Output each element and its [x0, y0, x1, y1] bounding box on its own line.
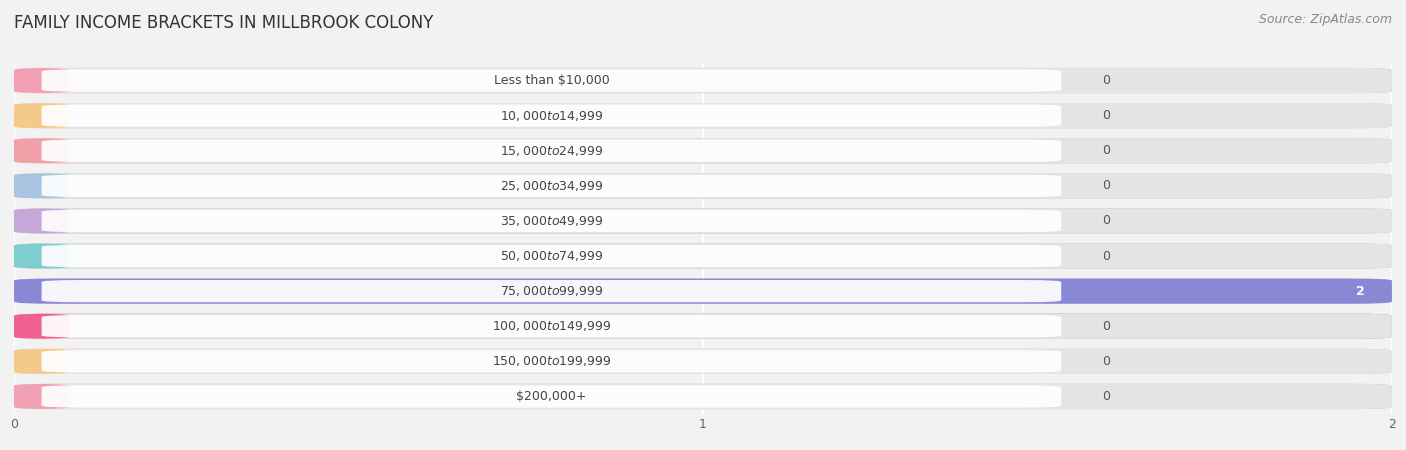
FancyBboxPatch shape [14, 349, 1392, 374]
FancyBboxPatch shape [14, 138, 1392, 163]
FancyBboxPatch shape [14, 314, 69, 339]
Text: 0: 0 [1102, 355, 1111, 368]
FancyBboxPatch shape [42, 104, 1062, 127]
Text: $75,000 to $99,999: $75,000 to $99,999 [499, 284, 603, 298]
FancyBboxPatch shape [14, 68, 1392, 93]
Text: $100,000 to $149,999: $100,000 to $149,999 [492, 319, 612, 333]
FancyBboxPatch shape [42, 315, 1062, 338]
FancyBboxPatch shape [14, 138, 1392, 163]
Text: 0: 0 [1102, 250, 1111, 262]
FancyBboxPatch shape [14, 384, 1392, 409]
FancyBboxPatch shape [14, 279, 1392, 304]
FancyBboxPatch shape [14, 138, 69, 163]
Text: $25,000 to $34,999: $25,000 to $34,999 [499, 179, 603, 193]
Text: $10,000 to $14,999: $10,000 to $14,999 [499, 108, 603, 123]
FancyBboxPatch shape [42, 385, 1062, 408]
Text: Source: ZipAtlas.com: Source: ZipAtlas.com [1258, 14, 1392, 27]
FancyBboxPatch shape [42, 350, 1062, 373]
FancyBboxPatch shape [14, 173, 69, 198]
Text: 0: 0 [1102, 180, 1111, 192]
FancyBboxPatch shape [42, 245, 1062, 267]
Text: 2: 2 [1355, 285, 1364, 297]
FancyBboxPatch shape [14, 208, 69, 234]
FancyBboxPatch shape [14, 103, 1392, 128]
FancyBboxPatch shape [14, 208, 1392, 234]
FancyBboxPatch shape [14, 243, 1392, 269]
FancyBboxPatch shape [14, 384, 1392, 409]
Text: $150,000 to $199,999: $150,000 to $199,999 [492, 354, 612, 369]
Text: $200,000+: $200,000+ [516, 390, 586, 403]
FancyBboxPatch shape [42, 280, 1062, 302]
Text: Less than $10,000: Less than $10,000 [494, 74, 609, 87]
FancyBboxPatch shape [14, 243, 69, 269]
Text: $50,000 to $74,999: $50,000 to $74,999 [499, 249, 603, 263]
FancyBboxPatch shape [14, 314, 1392, 339]
Text: 0: 0 [1102, 74, 1111, 87]
Text: FAMILY INCOME BRACKETS IN MILLBROOK COLONY: FAMILY INCOME BRACKETS IN MILLBROOK COLO… [14, 14, 433, 32]
Text: $15,000 to $24,999: $15,000 to $24,999 [499, 144, 603, 158]
FancyBboxPatch shape [14, 349, 69, 374]
FancyBboxPatch shape [14, 384, 69, 409]
FancyBboxPatch shape [14, 173, 1392, 198]
Text: $35,000 to $49,999: $35,000 to $49,999 [499, 214, 603, 228]
FancyBboxPatch shape [14, 68, 69, 93]
Text: 0: 0 [1102, 390, 1111, 403]
Text: 0: 0 [1102, 144, 1111, 157]
FancyBboxPatch shape [14, 103, 1392, 128]
Text: 0: 0 [1102, 215, 1111, 227]
FancyBboxPatch shape [42, 175, 1062, 197]
FancyBboxPatch shape [14, 173, 1392, 198]
FancyBboxPatch shape [14, 314, 1392, 339]
FancyBboxPatch shape [14, 208, 1392, 234]
FancyBboxPatch shape [42, 69, 1062, 92]
Text: 0: 0 [1102, 320, 1111, 333]
FancyBboxPatch shape [14, 103, 69, 128]
FancyBboxPatch shape [42, 210, 1062, 232]
FancyBboxPatch shape [14, 243, 1392, 269]
FancyBboxPatch shape [42, 140, 1062, 162]
FancyBboxPatch shape [14, 349, 1392, 374]
Text: 0: 0 [1102, 109, 1111, 122]
FancyBboxPatch shape [14, 68, 1392, 93]
